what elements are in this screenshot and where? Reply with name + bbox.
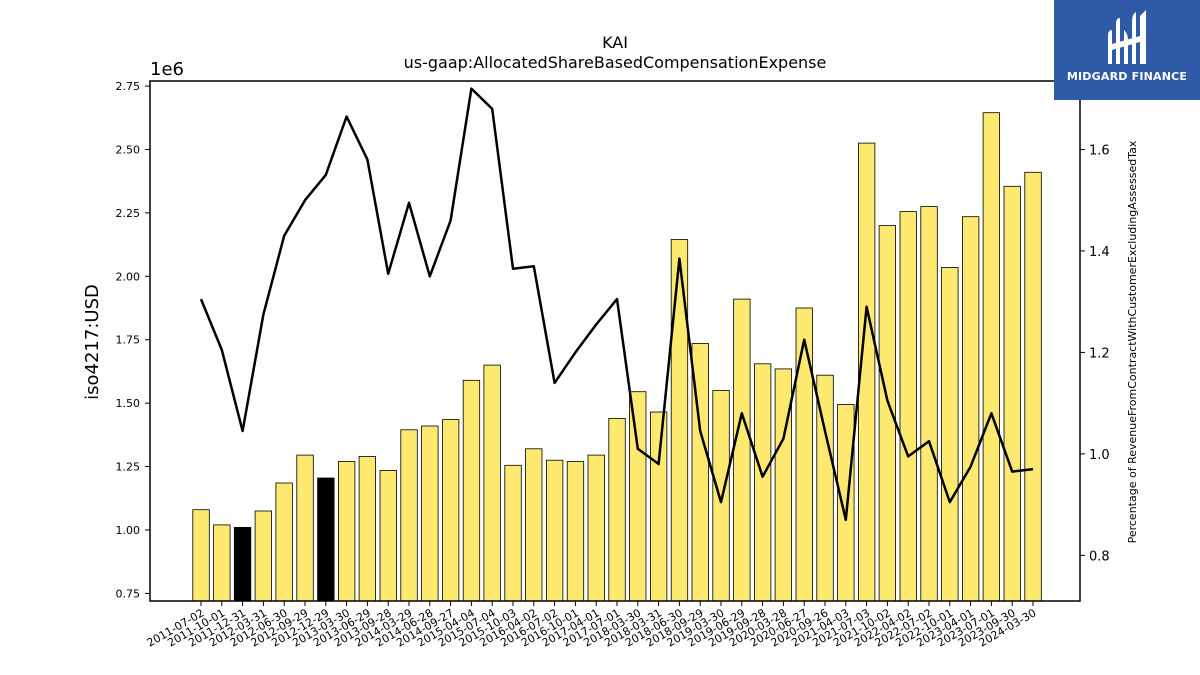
bar-2015-07-04	[483, 364, 501, 602]
y-tick-label: 1.50	[116, 397, 141, 410]
bar-2015-10-03	[504, 464, 522, 602]
bar-2024-03-30	[1024, 171, 1042, 602]
bar-2012-06-30	[275, 482, 293, 602]
bar-2020-06-27	[795, 307, 813, 602]
y-tick-label: 1.25	[116, 461, 141, 474]
percentage-line	[199, 87, 1034, 522]
bar-2013-06-29	[358, 455, 377, 602]
y2-tick-label: 0.8	[1089, 549, 1110, 564]
bar-2014-09-27	[441, 419, 460, 602]
bar-2022-07-02	[920, 206, 938, 602]
bar-2019-03-30	[712, 390, 730, 602]
bar-2022-04-02	[899, 211, 917, 602]
bar-2020-03-28	[774, 368, 792, 602]
y-tick-label: 2.75	[116, 80, 141, 93]
y-tick-label: 1.00	[116, 524, 141, 537]
bar-2022-10-01	[941, 266, 959, 602]
bar-2019-09-28	[754, 363, 772, 602]
bar-2016-07-02	[546, 459, 564, 602]
midgard-finance-logo: MIDGARD FINANCE	[1054, 0, 1200, 100]
bar-series	[192, 112, 1042, 602]
bar-2018-06-30	[670, 239, 689, 602]
bar-2023-04-01	[962, 216, 980, 602]
bar-2014-03-29	[400, 429, 418, 602]
bar-2019-06-29	[733, 298, 751, 602]
bar-2012-03-31	[254, 510, 273, 602]
bar-2017-04-01	[587, 454, 605, 602]
bar-2015-04-04	[462, 379, 481, 602]
bar-2016-10-01	[566, 461, 585, 602]
bar-2018-03-31	[650, 411, 668, 602]
bar-2013-03-30	[337, 461, 356, 602]
bar-2012-09-29	[296, 454, 314, 602]
bar-2011-12-31	[233, 527, 252, 602]
y2-tick-label: 1.0	[1089, 448, 1110, 463]
y2-tick-label: 1.2	[1089, 346, 1110, 361]
y-tick-label: 2.25	[116, 207, 141, 220]
y2-tick-label: 1.4	[1089, 245, 1110, 260]
bar-2018-03-30	[629, 391, 647, 602]
bar-2023-07-01	[982, 112, 1000, 602]
bar-2017-07-01	[608, 417, 626, 602]
line-series	[199, 87, 1034, 522]
y-axis-label: iso4217:USD	[82, 284, 103, 400]
y-offset-label: 1e6	[150, 59, 184, 80]
y-tick-label: 2.00	[116, 270, 141, 283]
bar-2011-07-02	[192, 509, 210, 602]
bar-2023-09-30	[1003, 185, 1021, 602]
bar-2012-12-29	[317, 477, 335, 602]
chart-subtitle: us-gaap:AllocatedShareBasedCompensationE…	[404, 53, 827, 72]
logo-text: MIDGARD FINANCE	[1066, 70, 1188, 83]
bar-2014-06-28	[421, 425, 439, 602]
plot-frame	[149, 80, 1081, 602]
chart-title: KAI	[602, 33, 628, 52]
midgard-logo-icon	[1108, 10, 1146, 64]
y-tick-label: 0.75	[116, 587, 141, 600]
y-tick-label: 1.75	[116, 334, 141, 347]
bar-2016-04-02	[525, 448, 543, 602]
y2-tick-label: 1.6	[1089, 143, 1110, 158]
bar-2013-09-28	[379, 469, 397, 602]
bar-2011-10-01	[213, 524, 231, 602]
axes: 0.75 1.00 1.25 1.50 1.75 2.00 2.25 2.50 2.75 0.8 1…	[116, 80, 1110, 649]
y2-axis-label: Percentage of RevenueFromContractWithCus…	[1126, 140, 1139, 543]
y-tick-label: 2.50	[116, 143, 141, 156]
bar-2021-04-03	[837, 403, 855, 602]
